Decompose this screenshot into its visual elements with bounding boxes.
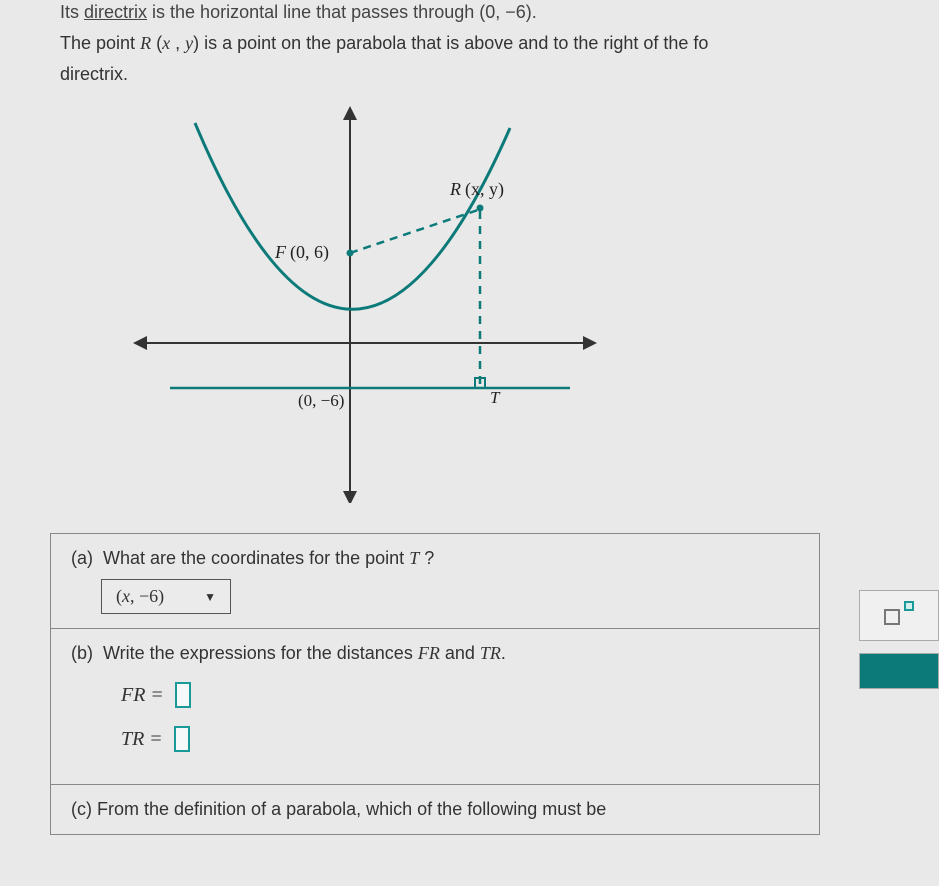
fr-input[interactable]	[175, 682, 191, 708]
tr-equation: TR=	[121, 726, 799, 752]
svg-text:(0, −6): (0, −6)	[298, 391, 344, 410]
svg-text:(0, 6): (0, 6)	[290, 242, 329, 263]
intro-line-2: The point R (x , y) is a point on the pa…	[20, 31, 919, 62]
question-a-prompt: (a) What are the coordinates for the poi…	[71, 548, 799, 569]
svg-text:R: R	[449, 179, 461, 199]
parabola-graph: F (0, 6) R (x, y) (0, −6) T	[100, 103, 620, 503]
side-action-button[interactable]	[859, 653, 939, 689]
question-b-prompt: (b) Write the expressions for the distan…	[71, 643, 799, 664]
fr-equation: FR=	[121, 682, 799, 708]
dropdown-value: (x, −6)	[116, 586, 164, 607]
exponent-tool[interactable]	[859, 590, 939, 641]
intro-line-1: Its directrix is the horizontal line tha…	[20, 0, 919, 31]
question-table: (a) What are the coordinates for the poi…	[50, 533, 820, 835]
svg-text:F: F	[274, 242, 287, 262]
exponent-icon	[884, 601, 914, 625]
chevron-down-icon: ▼	[204, 590, 216, 604]
svg-text:(x, y): (x, y)	[465, 179, 504, 200]
intro-line-3: directrix.	[20, 62, 919, 93]
coord-dropdown[interactable]: (x, −6) ▼	[101, 579, 231, 614]
svg-text:T: T	[490, 388, 501, 407]
question-c-cell: (c) From the definition of a parabola, w…	[51, 785, 820, 835]
tr-input[interactable]	[174, 726, 190, 752]
question-b-cell: (b) Write the expressions for the distan…	[51, 629, 820, 785]
question-a-cell: (a) What are the coordinates for the poi…	[51, 534, 820, 629]
